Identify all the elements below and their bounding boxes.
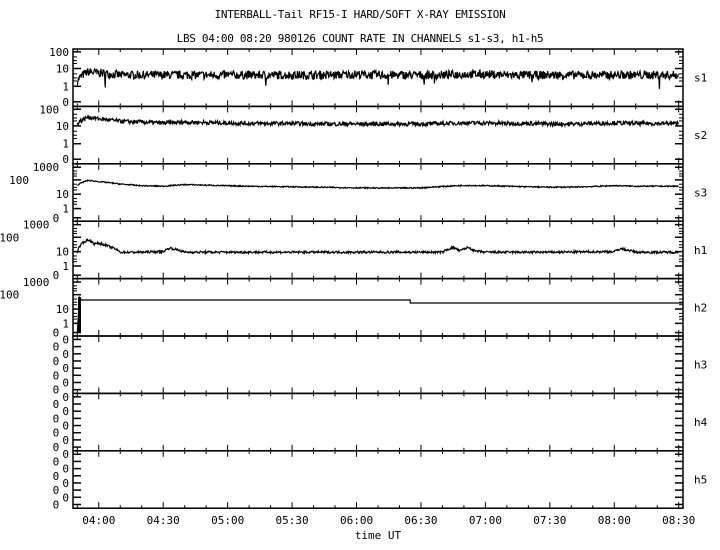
y-tick-label-h5: 0 xyxy=(62,448,69,461)
y-tick-label-h5: 0 xyxy=(62,491,69,504)
y-tick-label-h3: 0 xyxy=(62,376,69,389)
channel-label-h3: h3 xyxy=(694,359,707,372)
y-tick-label-h1: 100 xyxy=(0,231,19,244)
x-tick-label: 06:00 xyxy=(340,514,373,527)
y-tick-label-h5: 0 xyxy=(53,484,60,497)
x-tick-label: 04:00 xyxy=(82,514,115,527)
y-tick-label-h1: 1000 xyxy=(23,219,50,232)
panel-frame-h3 xyxy=(72,335,684,395)
y-tick-label-s2: 1 xyxy=(62,138,69,151)
x-tick-label: 08:00 xyxy=(598,514,631,527)
panel-frame-s3 xyxy=(72,163,684,222)
data-line-h2 xyxy=(76,295,683,333)
y-tick-label-h4: 0 xyxy=(62,391,69,404)
y-tick-label-h5: 0 xyxy=(53,455,60,468)
y-tick-label-s1: 1 xyxy=(62,80,69,93)
data-line-s1 xyxy=(76,67,680,89)
x-tick-label: 05:00 xyxy=(211,514,244,527)
x-tick-label: 07:00 xyxy=(469,514,502,527)
x-tick-label: 06:30 xyxy=(404,514,437,527)
y-tick-label-h3: 0 xyxy=(62,348,69,361)
channel-label-s3: s3 xyxy=(694,187,707,200)
data-line-h1 xyxy=(76,238,680,256)
y-tick-label-h3: 0 xyxy=(53,369,60,382)
y-tick-label-h4: 0 xyxy=(62,420,69,433)
panel-frame-h1 xyxy=(72,220,684,280)
y-tick-label-h1: 0 xyxy=(53,269,60,282)
channel-label-h5: h5 xyxy=(694,474,707,487)
channel-label-s2: s2 xyxy=(694,129,707,142)
y-tick-label-s3: 100 xyxy=(9,174,29,187)
y-tick-label-s1: 100 xyxy=(49,46,69,59)
y-tick-label-h5: 0 xyxy=(62,477,69,490)
panel-frame-s2 xyxy=(72,105,684,165)
y-tick-label-h4: 0 xyxy=(53,412,60,425)
y-tick-label-s3: 0 xyxy=(53,212,60,225)
channel-label-s1: s1 xyxy=(694,72,707,85)
y-tick-label-h4: 0 xyxy=(53,398,60,411)
y-tick-label-h3: 0 xyxy=(53,384,60,397)
y-tick-label-h2: 0 xyxy=(53,327,60,340)
chart-title: INTERBALL-Tail RF15-I HARD/SOFT X-RAY EM… xyxy=(214,8,506,21)
y-tick-label-h4: 0 xyxy=(62,405,69,418)
panel-frame-h4 xyxy=(72,392,684,452)
y-tick-label-s1: 10 xyxy=(56,63,69,76)
y-tick-label-h4: 0 xyxy=(53,441,60,454)
y-tick-label-s2: 0 xyxy=(62,153,69,166)
y-tick-label-s3: 1000 xyxy=(33,161,60,174)
data-line-s2 xyxy=(76,114,680,129)
panel-frame-h2 xyxy=(72,277,684,337)
y-tick-label-h5: 0 xyxy=(53,498,60,511)
data-spike-h2 xyxy=(78,297,81,333)
y-tick-label-h4: 0 xyxy=(53,427,60,440)
y-tick-label-h2: 1 xyxy=(62,317,69,330)
y-tick-label-h2: 100 xyxy=(0,289,19,302)
y-tick-label-h3: 0 xyxy=(53,355,60,368)
y-tick-label-h1: 1 xyxy=(62,260,69,273)
y-tick-label-s2: 100 xyxy=(39,103,59,116)
x-tick-label: 04:30 xyxy=(147,514,180,527)
y-tick-label-s2: 10 xyxy=(56,120,69,133)
y-tick-label-h3: 0 xyxy=(53,341,60,354)
y-tick-label-h2: 1000 xyxy=(23,276,50,289)
chart-subtitle: LBS 04:00 08:20 980126 COUNT RATE IN CHA… xyxy=(176,32,544,45)
y-tick-label-h4: 0 xyxy=(62,434,69,447)
y-tick-label-h5: 0 xyxy=(62,463,69,476)
y-tick-label-h2: 10 xyxy=(56,303,69,316)
channel-label-h2: h2 xyxy=(694,301,707,314)
y-tick-label-s1: 0 xyxy=(62,96,69,109)
x-axis-label: time UT xyxy=(355,529,402,542)
channel-label-h1: h1 xyxy=(694,244,707,257)
y-tick-label-h3: 0 xyxy=(62,333,69,346)
channel-label-h4: h4 xyxy=(694,416,708,429)
y-tick-label-h5: 0 xyxy=(53,470,60,483)
y-tick-label-h3: 0 xyxy=(62,362,69,375)
data-line-s3 xyxy=(77,178,679,190)
panel-frame-h5 xyxy=(72,450,684,509)
x-tick-label: 07:30 xyxy=(533,514,566,527)
y-tick-label-h1: 10 xyxy=(56,246,69,259)
y-tick-label-s3: 10 xyxy=(56,188,69,201)
x-tick-label: 05:30 xyxy=(276,514,309,527)
y-tick-label-s3: 1 xyxy=(62,203,69,216)
x-tick-label: 08:30 xyxy=(662,514,695,527)
